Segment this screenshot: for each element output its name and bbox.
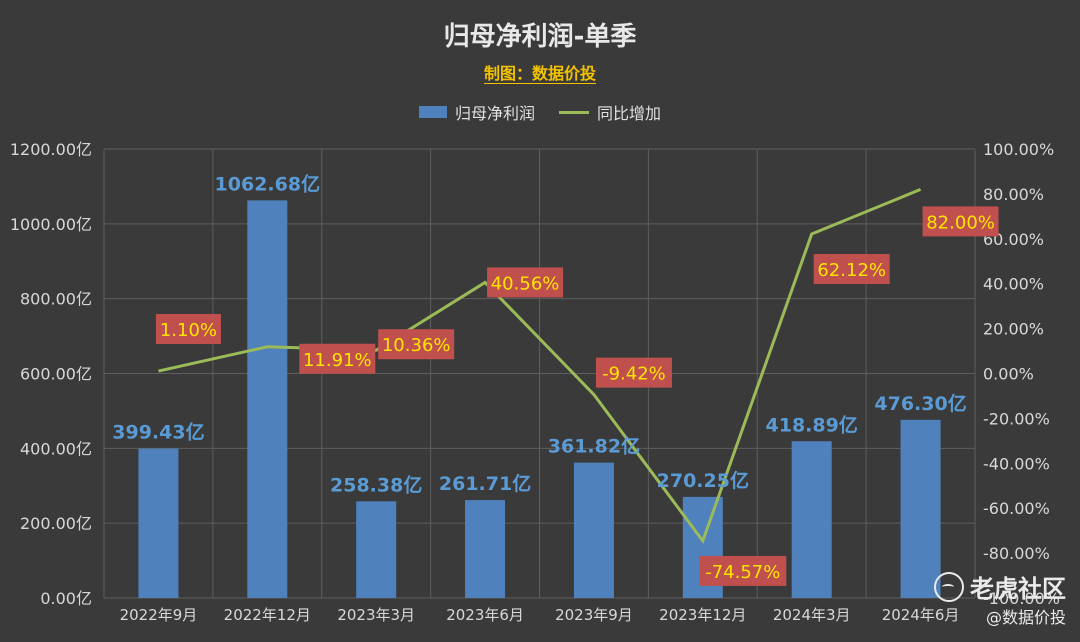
y-right-tick-label: 80.00%	[983, 185, 1044, 204]
legend-line-swatch	[559, 110, 589, 114]
y-right-tick-label: 0.00%	[983, 365, 1034, 384]
bar-data-label: 418.89亿	[766, 413, 858, 436]
line-label-box	[922, 206, 999, 237]
line-data-label: 82.00%	[926, 212, 995, 233]
x-tick-label: 2023年3月	[337, 606, 415, 624]
y-right-tick-label: 40.00%	[983, 275, 1044, 294]
tiger-community-icon	[934, 571, 964, 602]
bar-data-label: 399.43亿	[112, 421, 204, 444]
watermark-main: 老虎社区	[934, 569, 1066, 604]
chart-subtitle: 制图：数据价投	[0, 60, 1080, 84]
y-left-tick-label: 1000.00亿	[10, 215, 92, 234]
y-right-tick-label: 100.00%	[983, 140, 1054, 159]
x-tick-label: 2022年12月	[224, 606, 311, 624]
legend-bar-swatch	[418, 106, 447, 118]
x-tick-label: 2022年9月	[120, 606, 198, 624]
line-data-label: 62.12%	[817, 260, 886, 281]
bar	[573, 462, 614, 598]
legend-item-line: 同比增加	[559, 100, 661, 124]
y-right-tick-label: -20.00%	[983, 409, 1050, 428]
line-label-box	[487, 267, 564, 298]
bar-data-label: 258.38亿	[330, 473, 422, 496]
legend-line-label: 同比增加	[597, 104, 662, 123]
bar-data-label: 270.25亿	[657, 469, 749, 492]
subtitle-text: 制图：数据价投	[483, 64, 596, 84]
line-data-label: -9.42%	[602, 364, 666, 385]
x-tick-label: 2023年6月	[446, 606, 524, 624]
line-data-label: 11.91%	[303, 350, 372, 371]
x-tick-label: 2023年9月	[555, 606, 633, 624]
line-label-box	[699, 555, 787, 586]
y-left-tick-label: 600.00亿	[20, 365, 92, 384]
bar	[900, 419, 941, 598]
y-left-tick-label: 400.00亿	[20, 439, 92, 458]
y-left-tick-label: 800.00亿	[20, 290, 92, 309]
line-label-box	[595, 357, 672, 388]
line-label-box	[155, 314, 221, 345]
bar-data-label: 476.30亿	[874, 392, 966, 415]
line-data-label: 1.10%	[160, 320, 217, 341]
line-label-box	[813, 254, 890, 285]
bar	[138, 448, 179, 598]
bar	[356, 501, 397, 598]
x-tick-label: 2023年12月	[659, 606, 746, 624]
watermark-sub: @数据价投	[985, 608, 1066, 627]
legend-bar-label: 归母净利润	[454, 104, 535, 123]
bar	[465, 500, 506, 598]
bar	[247, 200, 288, 599]
growth-line	[158, 188, 922, 545]
line-data-label: 10.36%	[382, 335, 451, 356]
bar-data-label: 261.71亿	[439, 472, 531, 495]
line-data-label: -74.57%	[705, 562, 780, 583]
line-label-box	[378, 329, 455, 360]
watermark: 老虎社区 @数据价投	[934, 569, 1066, 628]
legend-item-bar: 归母净利润	[418, 100, 535, 124]
y-left-tick-label: 1200.00亿	[10, 140, 92, 159]
chart-title: 归母净利润-单季	[443, 22, 637, 52]
y-left-tick-label: 0.00亿	[40, 589, 92, 608]
y-right-tick-label: -60.00%	[983, 499, 1050, 518]
x-tick-label: 2024年6月	[882, 606, 960, 624]
watermark-main-text: 老虎社区	[970, 575, 1066, 603]
y-right-tick-label: -80.00%	[983, 544, 1050, 563]
x-tick-label: 2024年3月	[773, 606, 851, 624]
line-label-box	[299, 343, 376, 374]
legend: 归母净利润 同比增加	[0, 100, 1080, 124]
y-left-tick-label: 200.00亿	[20, 514, 92, 533]
y-right-tick-label: -40.00%	[983, 454, 1050, 473]
bar	[791, 441, 832, 598]
bar-data-label: 361.82亿	[548, 435, 640, 458]
bar-data-label: 1062.68亿	[215, 172, 321, 195]
y-right-tick-label: -100.00%	[983, 589, 1060, 608]
y-right-tick-label: 20.00%	[983, 320, 1044, 339]
line-data-label: 40.56%	[491, 273, 560, 294]
